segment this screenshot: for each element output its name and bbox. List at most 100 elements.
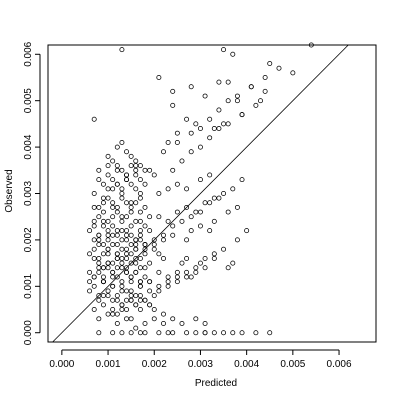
data-point <box>110 274 116 280</box>
data-point <box>147 302 153 308</box>
data-point <box>147 279 153 285</box>
data-point <box>151 307 157 312</box>
data-point <box>137 191 143 196</box>
data-point <box>142 274 148 280</box>
data-point <box>87 228 93 234</box>
data-point <box>91 283 97 289</box>
data-point <box>100 302 106 308</box>
data-point <box>114 293 120 299</box>
data-point <box>119 218 125 224</box>
reference-line <box>52 44 349 343</box>
data-point <box>142 223 148 229</box>
data-point <box>119 265 125 271</box>
data-point <box>119 195 125 201</box>
data-point <box>211 126 217 132</box>
data-point <box>230 260 236 266</box>
data-point <box>100 218 106 224</box>
data-point <box>119 237 125 243</box>
data-point <box>156 214 162 220</box>
data-point <box>114 297 120 303</box>
data-point <box>96 297 102 303</box>
data-point <box>119 246 125 252</box>
data-point <box>170 232 176 238</box>
data-point <box>114 265 120 271</box>
data-point <box>100 223 106 229</box>
data-point <box>105 172 111 178</box>
data-point <box>91 204 97 210</box>
data-point <box>211 330 217 336</box>
data-point <box>114 242 120 248</box>
data-point <box>234 98 240 104</box>
data-point <box>87 288 93 294</box>
data-point <box>124 214 130 220</box>
data-point <box>221 246 227 252</box>
data-point <box>211 255 217 261</box>
x-axis-label: Predicted <box>195 378 237 389</box>
data-point <box>137 330 143 336</box>
data-point <box>110 158 116 164</box>
data-point <box>151 293 157 299</box>
data-point <box>124 316 130 322</box>
data-point <box>100 181 106 187</box>
data-point <box>179 158 185 164</box>
data-point <box>124 265 130 271</box>
data-point <box>142 181 148 187</box>
data-point <box>170 330 176 336</box>
data-point <box>114 251 120 257</box>
data-point <box>91 223 97 229</box>
data-point <box>216 79 222 85</box>
data-point <box>105 246 111 252</box>
data-point <box>133 167 139 173</box>
data-point <box>276 65 282 71</box>
data-point <box>188 130 194 136</box>
data-point <box>221 47 227 53</box>
data-point <box>239 330 245 336</box>
data-point <box>105 195 111 201</box>
data-point <box>133 163 139 169</box>
data-point <box>137 237 143 243</box>
data-point <box>156 191 162 196</box>
data-point <box>142 204 148 210</box>
data-point <box>105 186 111 192</box>
data-point <box>179 320 185 326</box>
data-point <box>174 279 180 285</box>
x-tick-label: 0.001 <box>96 359 121 370</box>
data-point <box>128 181 134 187</box>
data-point <box>137 279 143 285</box>
data-point <box>202 200 208 206</box>
data-point <box>174 130 180 136</box>
data-point <box>221 121 227 127</box>
data-point <box>202 93 208 99</box>
data-point <box>161 320 166 326</box>
data-point <box>96 167 102 173</box>
data-point <box>137 163 143 169</box>
data-point <box>170 102 176 108</box>
data-point <box>124 246 130 252</box>
data-point <box>137 228 143 234</box>
data-point <box>119 167 125 173</box>
data-point <box>156 283 162 289</box>
plot-frame-layer <box>47 44 377 343</box>
data-point <box>133 218 139 224</box>
data-point <box>110 283 116 289</box>
data-point <box>119 191 125 196</box>
data-point <box>133 302 139 308</box>
y-tick-label: 0.001 <box>23 273 34 298</box>
data-point <box>234 204 240 210</box>
data-point <box>119 186 125 192</box>
data-point <box>137 297 143 303</box>
data-point <box>142 265 148 271</box>
data-point <box>161 149 166 155</box>
data-point <box>197 223 203 229</box>
x-axis: 0.000 0.001 0.002 0.003 0.004 0.005 0.006 <box>49 349 352 370</box>
data-point <box>179 260 185 266</box>
data-point <box>216 195 222 201</box>
data-point <box>110 269 116 275</box>
data-point <box>114 163 120 169</box>
data-point <box>165 274 171 280</box>
data-point <box>142 167 148 173</box>
data-point <box>184 204 190 210</box>
data-point <box>137 255 143 261</box>
data-point <box>96 177 102 183</box>
data-point <box>91 237 97 243</box>
